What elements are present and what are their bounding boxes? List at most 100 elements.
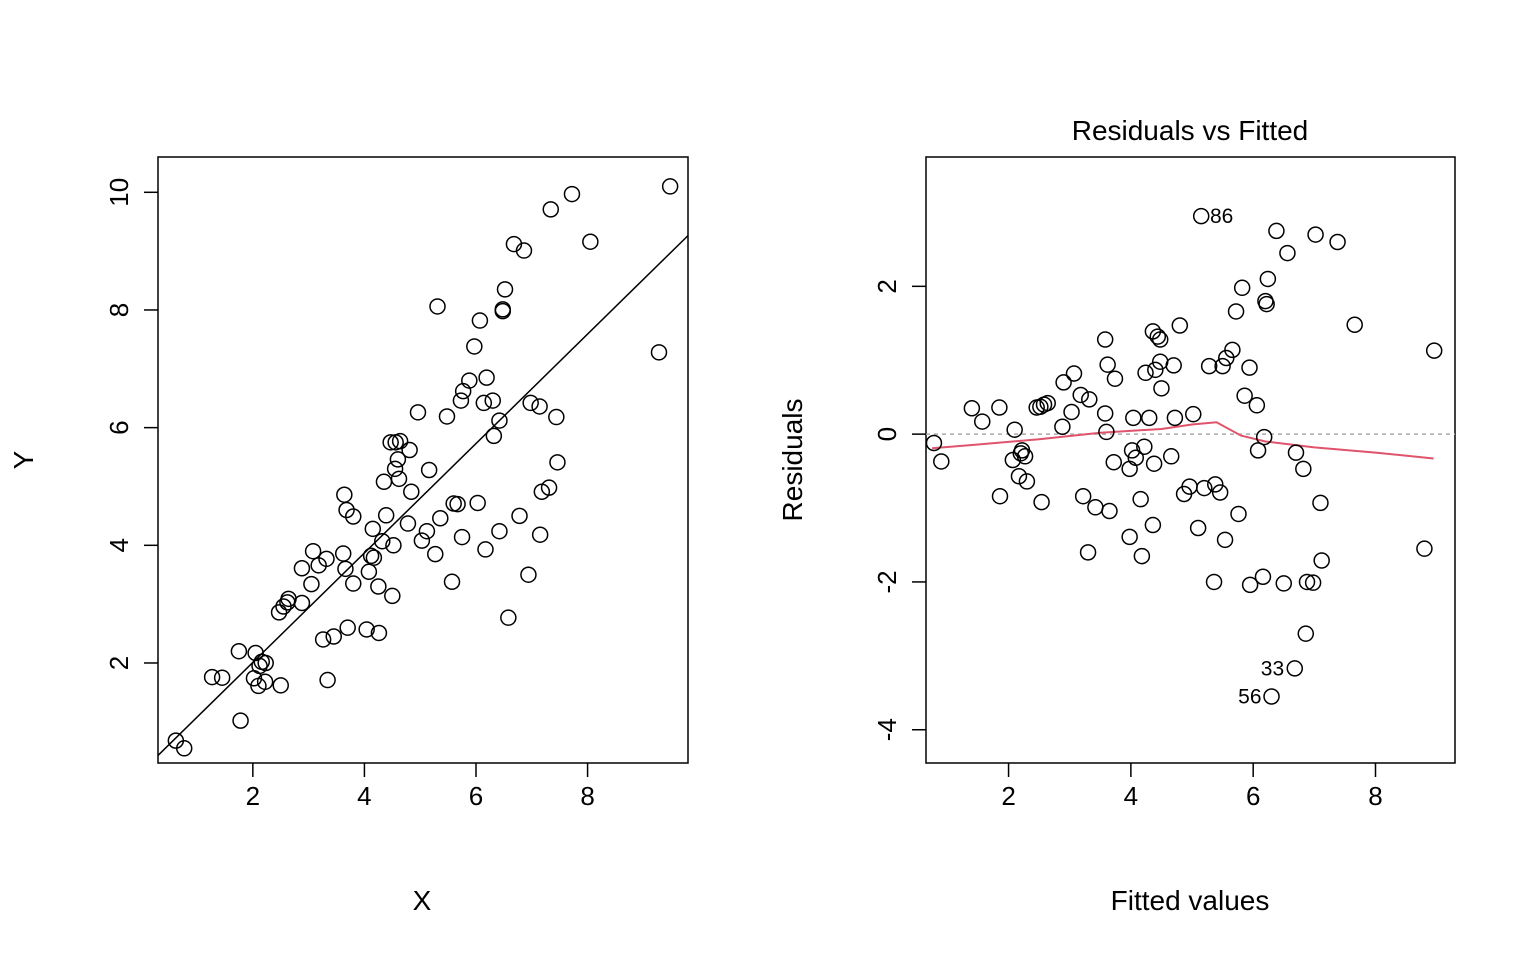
residuals-point <box>1132 490 1149 508</box>
scatter-y-axis-title: Y <box>8 450 39 469</box>
residuals-point <box>1074 487 1092 505</box>
residuals-point <box>1263 688 1280 705</box>
scatter-point <box>478 369 495 386</box>
scatter-point <box>409 404 427 421</box>
residuals-point-label: 56 <box>1238 685 1261 708</box>
scatter-point <box>403 483 420 501</box>
residuals-point-label: 86 <box>1210 205 1233 228</box>
residuals-point <box>1063 403 1080 421</box>
scatter-point <box>401 441 418 459</box>
residuals-point <box>1416 540 1433 557</box>
residuals-y-tick-label: 0 <box>872 427 902 441</box>
residuals-point <box>1033 493 1050 511</box>
residuals-point <box>1312 494 1329 512</box>
scatter-point <box>548 408 565 426</box>
scatter-y-tick-label: 8 <box>104 303 134 317</box>
residuals-point <box>1039 394 1056 412</box>
residuals-point <box>1137 364 1154 382</box>
scatter-point <box>491 522 508 540</box>
scatter-point <box>452 392 470 409</box>
scatter-point <box>203 668 221 686</box>
residuals-point <box>1165 357 1182 374</box>
residuals-point <box>1166 409 1184 427</box>
scatter-point <box>167 732 185 749</box>
residuals-point <box>1010 468 1028 485</box>
scatter-point <box>413 532 431 549</box>
residuals-y-tick-label: 2 <box>872 279 902 293</box>
scatter-point <box>438 408 456 425</box>
scatter-point <box>391 432 409 450</box>
residuals-point <box>1279 244 1296 262</box>
scatter-point <box>485 427 503 445</box>
residuals-point <box>1162 448 1180 465</box>
residuals-point <box>1236 387 1253 404</box>
residuals-point <box>1121 528 1138 546</box>
residuals-point <box>1249 442 1267 459</box>
scatter-y-tick-label: 2 <box>104 656 134 670</box>
scatter-point <box>443 573 461 591</box>
scatter-point <box>336 486 353 503</box>
residuals-point <box>1254 568 1272 586</box>
scatter-point <box>345 575 362 592</box>
residuals-point <box>1096 331 1114 348</box>
scatter-point <box>420 461 438 479</box>
scatter-x-axis-title: X <box>413 885 432 916</box>
residuals-point <box>1099 356 1116 373</box>
residuals-title: Residuals vs Fitted <box>1072 115 1309 146</box>
scatter-point <box>293 560 311 577</box>
scatter-x-tick-label: 2 <box>246 781 260 811</box>
residuals-point <box>1227 303 1245 320</box>
residuals-point <box>1101 502 1118 520</box>
scatter-point <box>319 671 336 689</box>
residuals-point <box>1125 409 1142 427</box>
scatter-point <box>418 522 436 540</box>
residuals-point <box>1136 438 1153 455</box>
residuals-point <box>1230 505 1247 523</box>
residuals-point <box>1241 359 1258 376</box>
scatter-point <box>270 604 288 621</box>
residuals-point <box>1425 342 1443 359</box>
residuals-smoother-line <box>932 421 1434 460</box>
scatter-point <box>471 312 489 329</box>
scatter-regression-line <box>158 235 688 756</box>
scatter-point <box>542 201 560 218</box>
residuals-point <box>1233 279 1251 297</box>
residuals-point <box>1241 576 1259 594</box>
residuals-y-tick-label: -2 <box>872 570 902 593</box>
residuals-point-label: 33 <box>1261 657 1284 680</box>
scatter-point <box>466 338 483 355</box>
residuals-x-tick-label: 2 <box>1001 781 1015 811</box>
scatter-point <box>389 451 407 468</box>
residuals-point <box>1087 499 1104 516</box>
residuals-point <box>1248 397 1266 414</box>
residuals-point <box>1286 660 1304 677</box>
residuals-point <box>991 399 1008 416</box>
residuals-point <box>1192 207 1210 225</box>
scatter-point <box>475 394 493 412</box>
scatter-point <box>325 628 342 645</box>
residuals-point <box>1065 365 1083 382</box>
scatter-point <box>520 566 537 583</box>
residuals-point <box>1295 460 1312 478</box>
scatter-point <box>399 515 417 532</box>
scatter-x-tick-label: 6 <box>469 781 483 811</box>
residuals-point <box>1205 573 1223 591</box>
residuals-point <box>1304 574 1322 591</box>
residuals-point <box>1144 516 1162 534</box>
scatter-point <box>304 542 322 560</box>
scatter-point <box>375 473 393 491</box>
residuals-x-tick-label: 8 <box>1368 781 1382 811</box>
residuals-point <box>1268 222 1285 240</box>
residuals-point <box>1006 421 1023 438</box>
scatter-point <box>469 494 486 512</box>
scatter-point <box>370 578 387 595</box>
scatter-point <box>256 673 274 691</box>
residuals-point <box>1105 453 1122 471</box>
scatter-point <box>377 507 395 524</box>
residuals-point <box>1313 552 1330 569</box>
residuals-point <box>1121 460 1138 478</box>
residuals-point <box>933 453 950 470</box>
scatter-point <box>449 495 466 513</box>
residuals-point <box>1307 226 1324 243</box>
